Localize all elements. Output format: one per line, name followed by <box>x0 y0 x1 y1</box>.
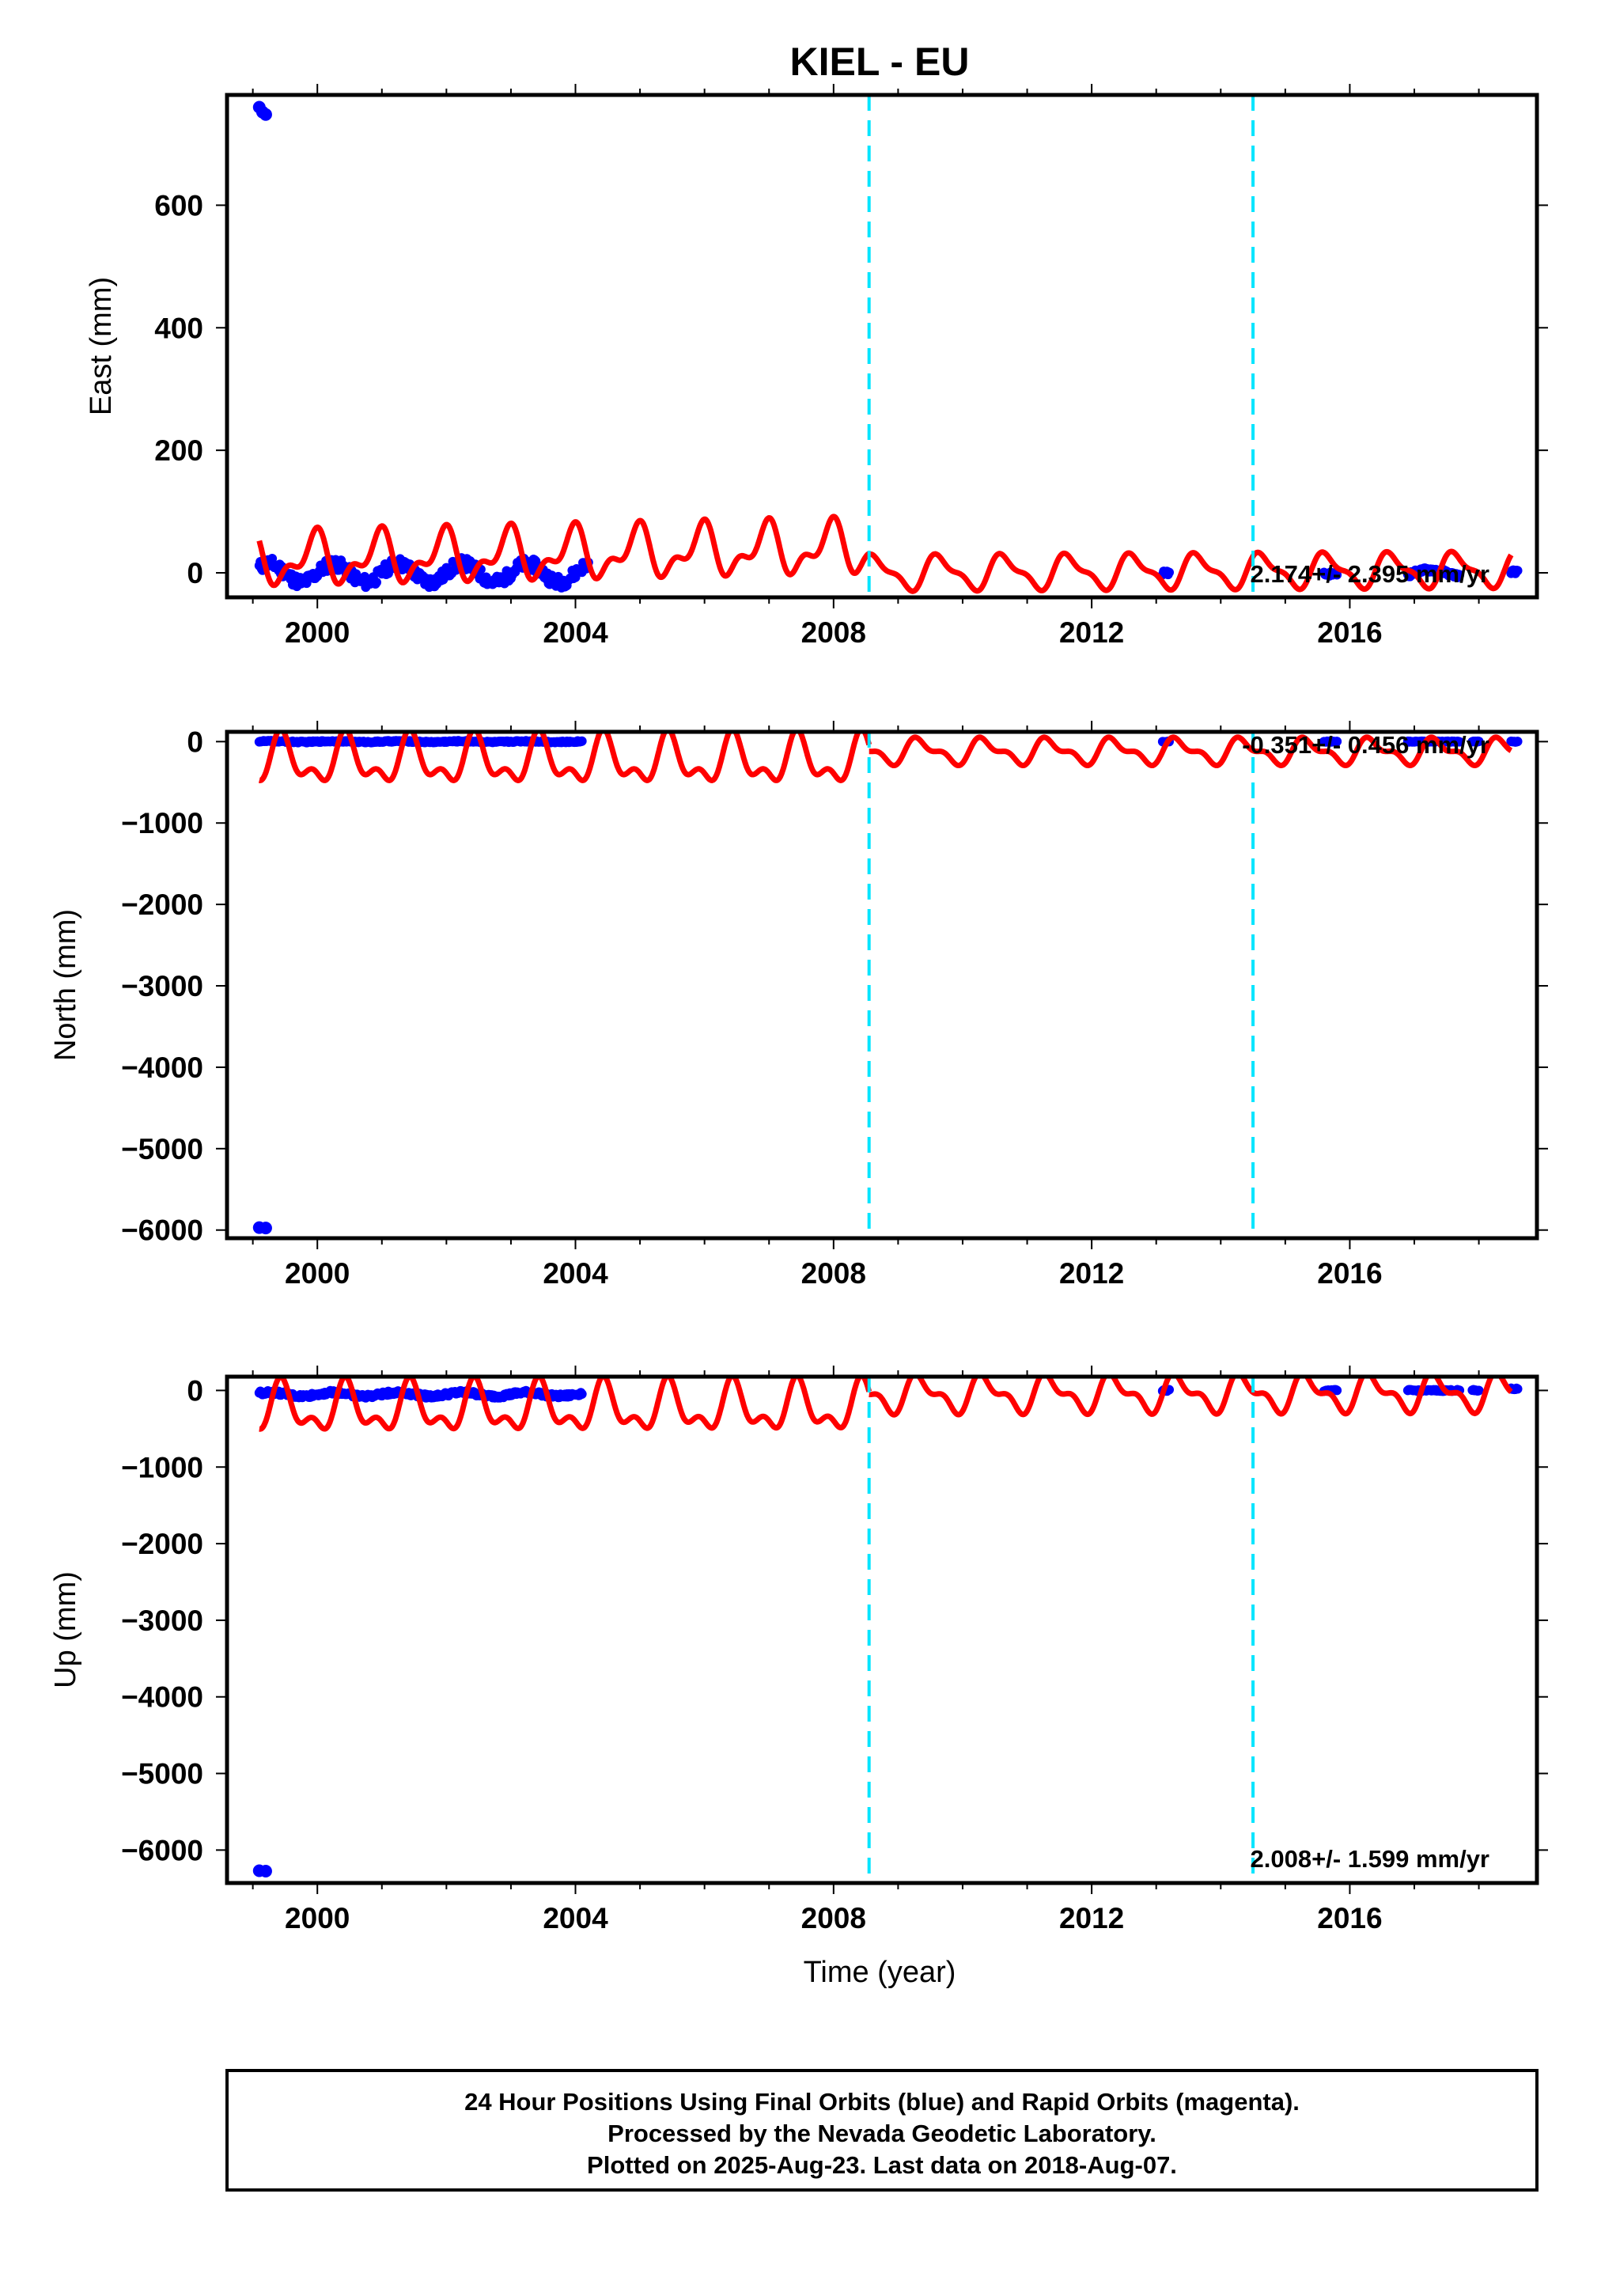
y-tick-label: −3000 <box>121 970 203 1002</box>
panel-up: 2000 2004 2008 2012 2016 0 −1000 −2000 −3000 −400… <box>49 1366 1548 1934</box>
data-point <box>1332 1385 1342 1396</box>
data-point <box>1512 1384 1523 1394</box>
x-tick-label: 2000 <box>285 616 350 649</box>
footer-line-3: Plotted on 2025-Aug-23. Last data on 201… <box>587 2151 1177 2179</box>
x-tick-label: 2004 <box>543 616 608 649</box>
model-curve <box>258 732 872 783</box>
y-tick-label: −5000 <box>121 1758 203 1790</box>
plot-area-east <box>252 95 1523 597</box>
y-axis-label: Up (mm) <box>49 1571 82 1688</box>
data-point <box>1474 737 1484 747</box>
y-tick-label: −4000 <box>121 1681 203 1714</box>
y-tick-label: 400 <box>154 312 203 344</box>
footer-frame <box>225 2069 1539 2192</box>
footer-line-2: Processed by the Nevada Geodetic Laborat… <box>607 2120 1156 2147</box>
model-curve <box>869 1377 1513 1418</box>
panel-east: 2000 2004 2008 2012 2016 0 200 400 600 East (mm) 2… <box>85 84 1548 649</box>
plot-area-north <box>252 732 1523 1238</box>
plot-area-up <box>252 1377 1523 1883</box>
x-tick-label: 2012 <box>1059 1902 1124 1934</box>
y-tick-label: −3000 <box>121 1605 203 1637</box>
model-curve <box>256 513 871 589</box>
x-tick-label: 2016 <box>1317 616 1382 649</box>
data-point <box>1474 1385 1484 1396</box>
footer-line-1: 24 Hour Positions Using Final Orbits (bl… <box>464 2088 1300 2116</box>
y-tick-label: −2000 <box>121 1528 203 1560</box>
footer-box: 24 Hour Positions Using Final Orbits (bl… <box>225 2069 1539 2192</box>
outlier-point <box>259 1222 272 1235</box>
model-curve <box>868 548 1514 594</box>
rate-label: 2.174+/- 2.395 mm/yr <box>1251 560 1489 588</box>
y-tick-label: 0 <box>187 557 203 589</box>
chart-title: KIEL - EU <box>790 40 970 84</box>
rate-label: -0.351+/- 0.456 mm/yr <box>1242 731 1489 759</box>
outlier-point <box>259 1864 272 1877</box>
data-point <box>1455 737 1465 747</box>
x-tick-label: 2004 <box>543 1902 608 1934</box>
y-tick-label: 200 <box>154 434 203 467</box>
data-point <box>1512 566 1523 576</box>
data-point <box>577 736 587 746</box>
y-tick-label: 0 <box>187 1374 203 1407</box>
plot-frame <box>225 1374 1539 1885</box>
data-point <box>577 1389 587 1399</box>
y-tick-label: −6000 <box>121 1834 203 1866</box>
model-curve <box>259 1377 872 1432</box>
x-tick-label: 2000 <box>285 1257 350 1290</box>
y-tick-label: −4000 <box>121 1051 203 1084</box>
x-tick-label: 2000 <box>285 1902 350 1934</box>
data-point <box>1455 570 1465 580</box>
y-tick-label: −1000 <box>121 807 203 839</box>
y-axis-label: North (mm) <box>49 909 82 1061</box>
plot-frame <box>225 93 1539 600</box>
y-tick-label: −2000 <box>121 888 203 921</box>
x-tick-label: 2012 <box>1059 1257 1124 1290</box>
y-tick-label: 600 <box>154 189 203 222</box>
outlier-point <box>259 108 272 121</box>
x-axis-label: Time (year) <box>804 1956 956 1989</box>
x-tick-label: 2012 <box>1059 616 1124 649</box>
y-tick-label: −6000 <box>121 1214 203 1247</box>
plot-frame <box>225 729 1539 1241</box>
y-tick-label: 0 <box>187 726 203 758</box>
y-tick-label: −1000 <box>121 1451 203 1483</box>
data-point <box>1332 737 1342 747</box>
model-curve <box>869 734 1513 769</box>
data-point <box>1332 570 1342 580</box>
y-tick-label: −5000 <box>121 1133 203 1165</box>
y-axis-label: East (mm) <box>85 277 118 415</box>
data-point <box>1512 737 1523 747</box>
data-point <box>371 577 381 587</box>
x-tick-label: 2008 <box>801 1257 866 1290</box>
x-tick-label: 2004 <box>543 1257 608 1290</box>
x-tick-label: 2016 <box>1317 1902 1382 1934</box>
data-point <box>1164 567 1175 578</box>
panel-north: 2000 2004 2008 2012 2016 0 −1000 −2000 −3000 −400… <box>49 721 1548 1290</box>
rate-label: 2.008+/- 1.599 mm/yr <box>1251 1845 1489 1873</box>
x-tick-label: 2016 <box>1317 1257 1382 1290</box>
x-tick-label: 2008 <box>801 616 866 649</box>
x-tick-label: 2008 <box>801 1902 866 1934</box>
